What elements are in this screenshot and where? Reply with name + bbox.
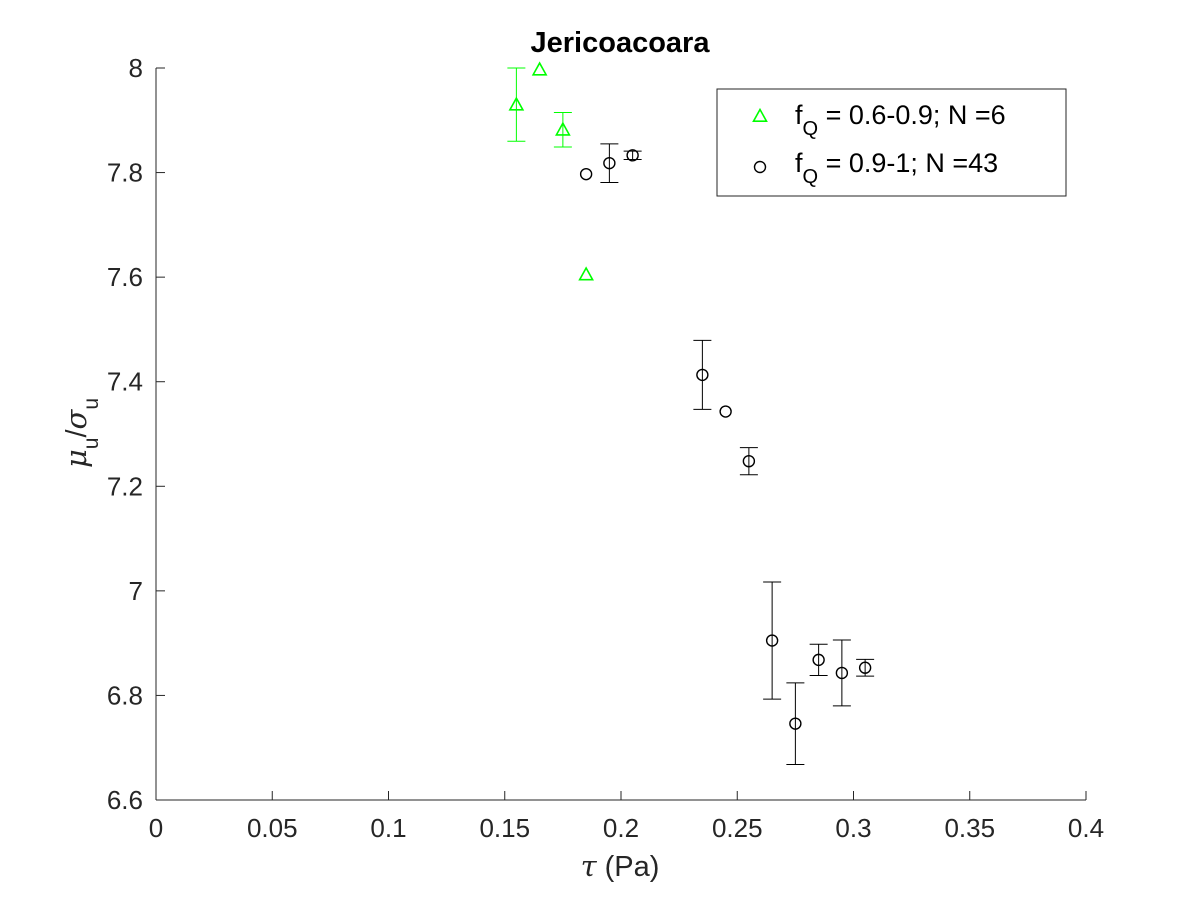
legend-marker-triangle (752, 107, 768, 122)
circle-point (789, 717, 802, 730)
legend-box (716, 88, 1067, 197)
series-1 (507, 61, 594, 281)
ticks: 0 0.05 0.1 0.15 0.2 0.25 0.3 0.35 0.4 6.6 6.8 7 7.2 7… (107, 53, 1104, 843)
y-label-sigma-sub: u (80, 398, 103, 410)
error-bar (600, 143, 619, 184)
error-bar (809, 643, 828, 677)
circle-point (579, 167, 593, 181)
legend-marker-circle (753, 160, 767, 174)
y-tick-label: 8 (129, 53, 143, 83)
y-label-mu: μ (59, 449, 93, 468)
data-marks (507, 61, 875, 765)
circle-point (626, 149, 639, 162)
y-label-sigma: σ (59, 408, 93, 429)
legend: fQ = 0.6-0.9; N =6 fQ = 0.9-1; N =43 (716, 88, 1067, 197)
circle-point (719, 405, 732, 418)
x-tick-label: 0.4 (1068, 813, 1104, 843)
error-bar (739, 447, 758, 476)
triangle-point (531, 61, 548, 76)
svg-text:μu/σu: μu/σu (59, 398, 103, 468)
x-tick-label: 0 (149, 813, 163, 843)
triangle-point (555, 121, 571, 136)
circle-point (742, 454, 756, 468)
error-bar (507, 67, 526, 142)
y-tick-label: 7 (129, 576, 143, 606)
x-axis-symbol: τ (581, 849, 598, 883)
series-2 (579, 143, 875, 765)
y-label-mu-sub: u (80, 438, 103, 450)
x-tick-label: 0.3 (835, 813, 871, 843)
circle-point (812, 653, 825, 667)
error-bar (763, 581, 782, 700)
y-tick-label: 6.6 (107, 785, 143, 815)
circle-point (696, 368, 709, 382)
legend-triangle-icon (752, 107, 768, 122)
y-tick-label: 7.4 (107, 367, 143, 397)
y-tick-label: 7.2 (107, 471, 143, 501)
circle-point (835, 666, 849, 680)
error-bar (693, 339, 712, 410)
circle-point (603, 156, 616, 170)
error-bar (832, 639, 851, 707)
x-tick-label: 0.2 (603, 813, 639, 843)
error-bar (623, 150, 642, 160)
legend-circle-icon (753, 160, 767, 174)
x-tick-label: 0.15 (479, 813, 530, 843)
circle-point (765, 634, 779, 647)
triangle-point (578, 266, 594, 281)
error-bar (553, 111, 572, 148)
y-label-slash: / (61, 429, 93, 438)
y-tick-label: 7.8 (107, 158, 143, 188)
x-tick-label: 0.1 (370, 813, 406, 843)
circle-point (858, 661, 872, 674)
error-bar (786, 682, 805, 765)
x-tick-label: 0.05 (247, 813, 298, 843)
x-axis-unit: (Pa) (605, 851, 660, 883)
y-tick-label: 7.6 (107, 262, 143, 292)
legend-entry-2: fQ = 0.9-1; N =43 (795, 148, 998, 188)
legend-entry-1: fQ = 0.6-0.9; N =6 (795, 100, 1006, 140)
triangle-point (508, 96, 525, 111)
chart-title: Jericoacoara (531, 27, 711, 59)
x-tick-label: 0.25 (712, 813, 763, 843)
x-tick-label: 0.35 (944, 813, 995, 843)
y-axis-label: μu/σu (59, 398, 103, 468)
y-tick-label: 6.8 (107, 680, 143, 710)
x-axis-label: τ (Pa) (581, 849, 660, 883)
